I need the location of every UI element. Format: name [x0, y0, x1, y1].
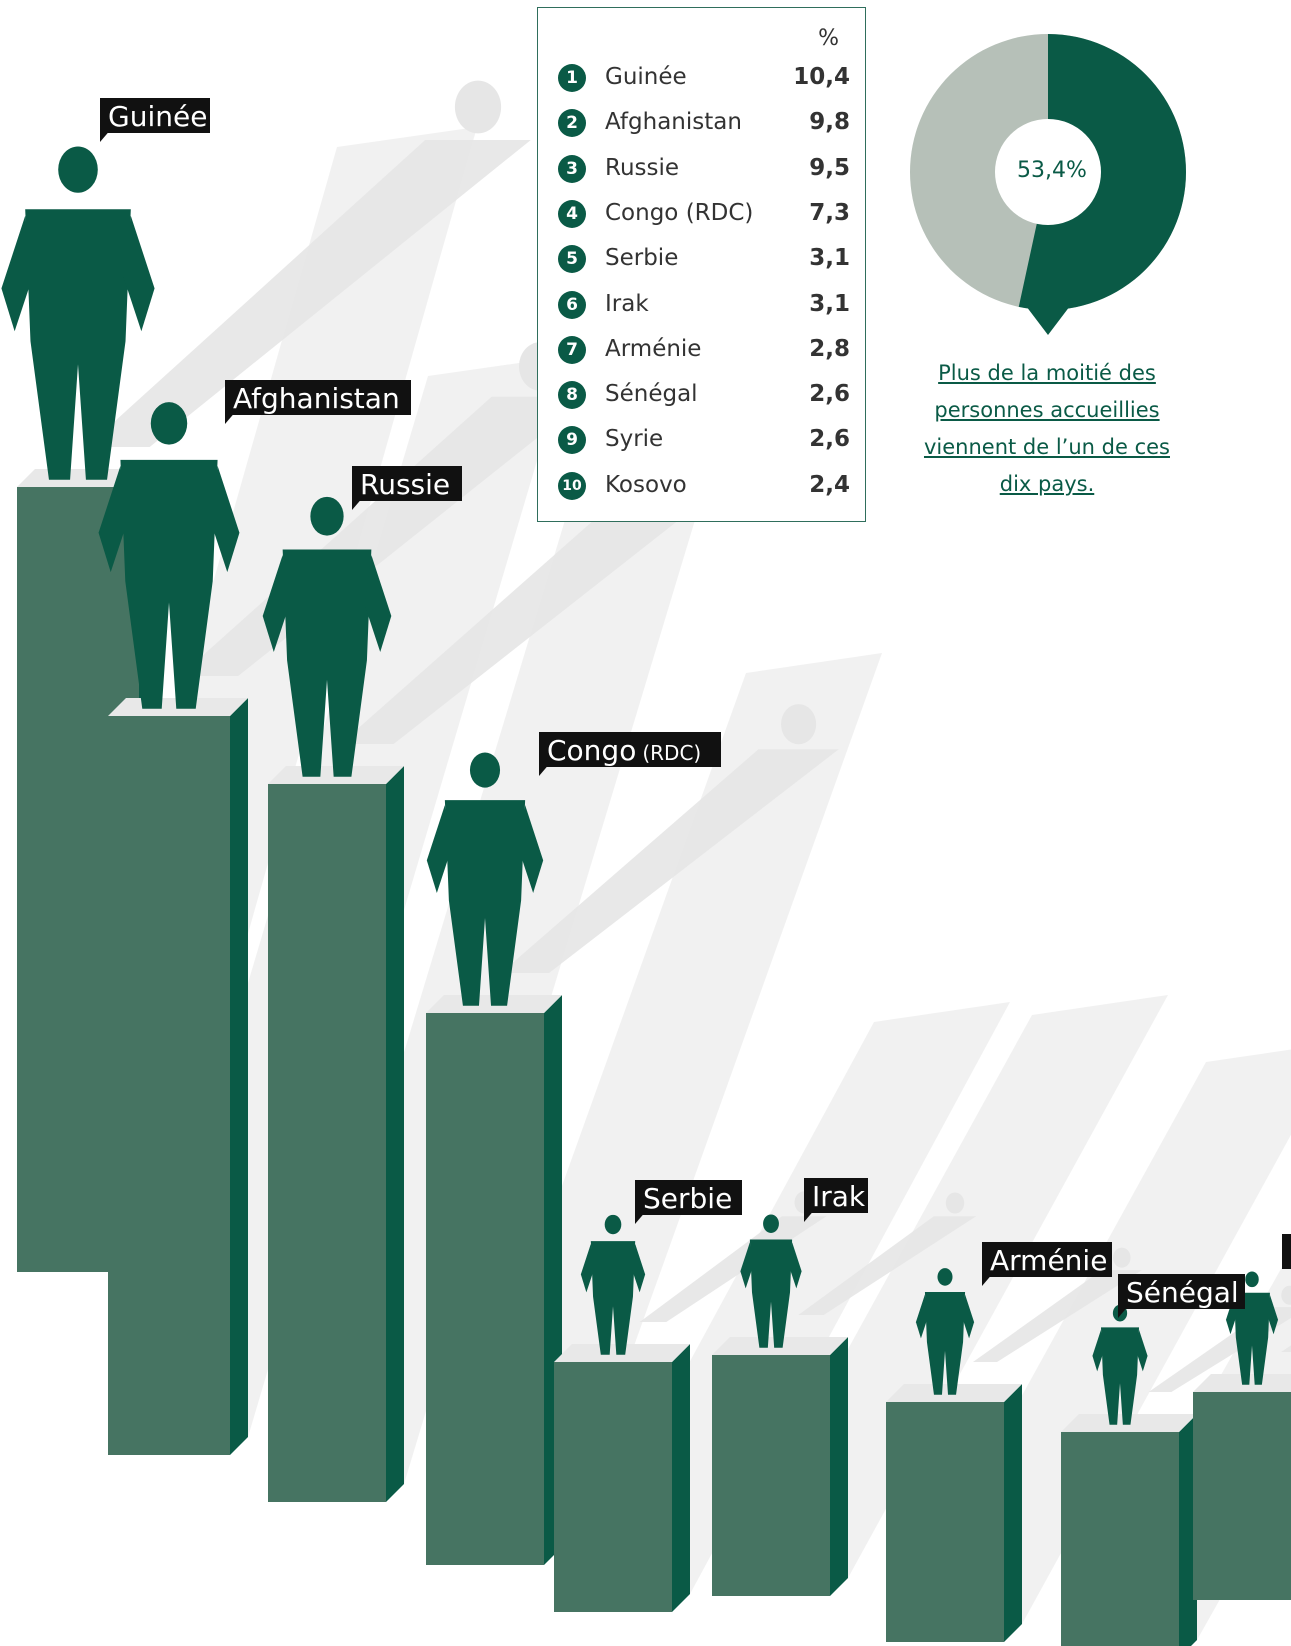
- person-silhouette: [98, 402, 240, 709]
- legend-value: 3,1: [809, 290, 850, 317]
- person-shadow: [1113, 1247, 1131, 1268]
- bar-label-text: Serbie: [643, 1182, 732, 1215]
- person-silhouette: [580, 1214, 646, 1355]
- donut-pointer: [1023, 302, 1073, 335]
- bar-label-tag: Irak: [804, 1178, 868, 1222]
- person-shadow: [500, 749, 839, 973]
- legend-rank-badge: 8: [558, 381, 586, 410]
- legend-rank-badge: 1: [558, 64, 586, 92]
- donut-center-label: 53,4%: [1017, 158, 1087, 183]
- legend-value: 2,8: [809, 335, 850, 362]
- bar-label-text: Sénégal: [1126, 1276, 1239, 1309]
- donut-hole: [995, 119, 1101, 225]
- person-shadow: [945, 1192, 965, 1214]
- legend-row: 3 Russie 9,5: [558, 149, 858, 189]
- bar-label-tag: Russie: [352, 466, 462, 510]
- bar-side: [230, 698, 248, 1455]
- legend-value: 9,5: [809, 154, 850, 181]
- bar: [1061, 1432, 1179, 1646]
- person-shadow: [454, 80, 502, 134]
- bar: [1193, 1392, 1291, 1600]
- bar-label-tag: Congo (RDC): [539, 732, 721, 776]
- person-shadow: [781, 704, 817, 745]
- legend-country-name: Afghanistan: [605, 109, 742, 136]
- legend-country-name: Arménie: [605, 335, 702, 362]
- person-shadow: [86, 140, 531, 447]
- legend-value: 2,6: [809, 381, 850, 408]
- person-silhouette: [740, 1214, 802, 1348]
- bar-label-tag: Serbie: [635, 1180, 742, 1224]
- bar-side: [1179, 1414, 1197, 1646]
- bar: [712, 1355, 830, 1596]
- bar-side: [672, 1344, 690, 1612]
- legend-country-name: Russie: [605, 154, 680, 181]
- legend-rank-badge: 4: [558, 199, 586, 228]
- person-silhouette: [1092, 1304, 1148, 1425]
- bar-side: [1004, 1384, 1022, 1642]
- legend-row: 1 Guinée 10,4: [558, 58, 858, 98]
- legend-value: 2,6: [809, 426, 850, 453]
- legend-row: 10 Kosovo 2,4: [558, 466, 858, 506]
- legend-row: 2 Afghanistan 9,8: [558, 103, 858, 143]
- legend-value: 10,4: [793, 64, 850, 90]
- bar: [554, 1362, 672, 1612]
- legend-row: 8 Sénégal 2,6: [558, 375, 858, 415]
- legend-rank-badge: 2: [558, 109, 586, 138]
- bar-label-tag-clipped: [1282, 1234, 1291, 1269]
- legend-row: 9 Syrie 2,6: [558, 420, 858, 460]
- person-shadow: [340, 492, 714, 744]
- bar-label-text: Afghanistan: [233, 382, 400, 415]
- bar: [886, 1402, 1004, 1642]
- bar-label-text: Guinée: [108, 100, 207, 133]
- person-shadow: [798, 1216, 977, 1315]
- legend-value: 9,8: [809, 109, 850, 136]
- bar: [108, 716, 230, 1455]
- legend-country-name: Irak: [605, 290, 649, 317]
- bar-label-tag: Afghanistan: [225, 380, 411, 424]
- person-silhouette: [426, 752, 544, 1006]
- donut-main-slice: [1018, 34, 1186, 310]
- legend-row: 5 Serbie 3,1: [558, 239, 858, 279]
- legend-rank-badge: 10: [558, 471, 586, 500]
- legend-rank-badge: 9: [558, 426, 586, 455]
- legend-value: 2,4: [809, 471, 850, 498]
- legend-rank-badge: 7: [558, 335, 586, 364]
- bar: [426, 1013, 544, 1565]
- legend-unit-header: %: [818, 26, 839, 51]
- person-shadow: [1281, 1285, 1291, 1305]
- person-silhouette: [1, 146, 155, 480]
- bar: [268, 784, 386, 1502]
- legend-rank-badge: 5: [558, 245, 586, 274]
- bar-label-text: Congo (RDC): [547, 734, 701, 767]
- bar-label-text: Irak: [812, 1180, 866, 1213]
- legend-country-name: Congo (RDC): [605, 199, 754, 226]
- legend-value: 3,1: [809, 245, 850, 272]
- person-silhouette: [1225, 1271, 1279, 1385]
- legend-row: 4 Congo (RDC) 7,3: [558, 194, 858, 234]
- bar-label-tag: Sénégal: [1118, 1274, 1245, 1318]
- person-silhouette: [915, 1268, 975, 1395]
- legend-rank-badge: 6: [558, 290, 586, 319]
- person-silhouette: [262, 496, 392, 777]
- legend-country-name: Guinée: [605, 64, 687, 90]
- bar-side: [830, 1337, 848, 1596]
- bar-label-tag: Guinée: [100, 98, 210, 142]
- bar-side: [386, 766, 404, 1502]
- donut-caption[interactable]: Plus de la moitié des personnes accueill…: [923, 361, 1170, 496]
- legend-row: 6 Irak 3,1: [558, 285, 858, 325]
- person-shadow: [1281, 1345, 1291, 1352]
- legend-row: 7 Arménie 2,8: [558, 330, 858, 370]
- legend-country-name: Serbie: [605, 245, 679, 272]
- legend-rank-badge: 3: [558, 154, 586, 183]
- top-ten-legend: % 1 Guinée 10,4 2 Afghanistan 9,8 3 Russie 9,5 4 C…: [537, 7, 866, 522]
- legend-country-name: Syrie: [605, 426, 664, 453]
- legend-value: 7,3: [809, 199, 850, 226]
- bar-label-text: Arménie: [990, 1244, 1107, 1277]
- person-shadow: [972, 1270, 1142, 1362]
- legend-country-name: Kosovo: [605, 471, 687, 498]
- bar-label-text: Russie: [360, 468, 450, 501]
- bar-label-tag: Arménie: [982, 1242, 1112, 1286]
- legend-country-name: Sénégal: [605, 381, 698, 408]
